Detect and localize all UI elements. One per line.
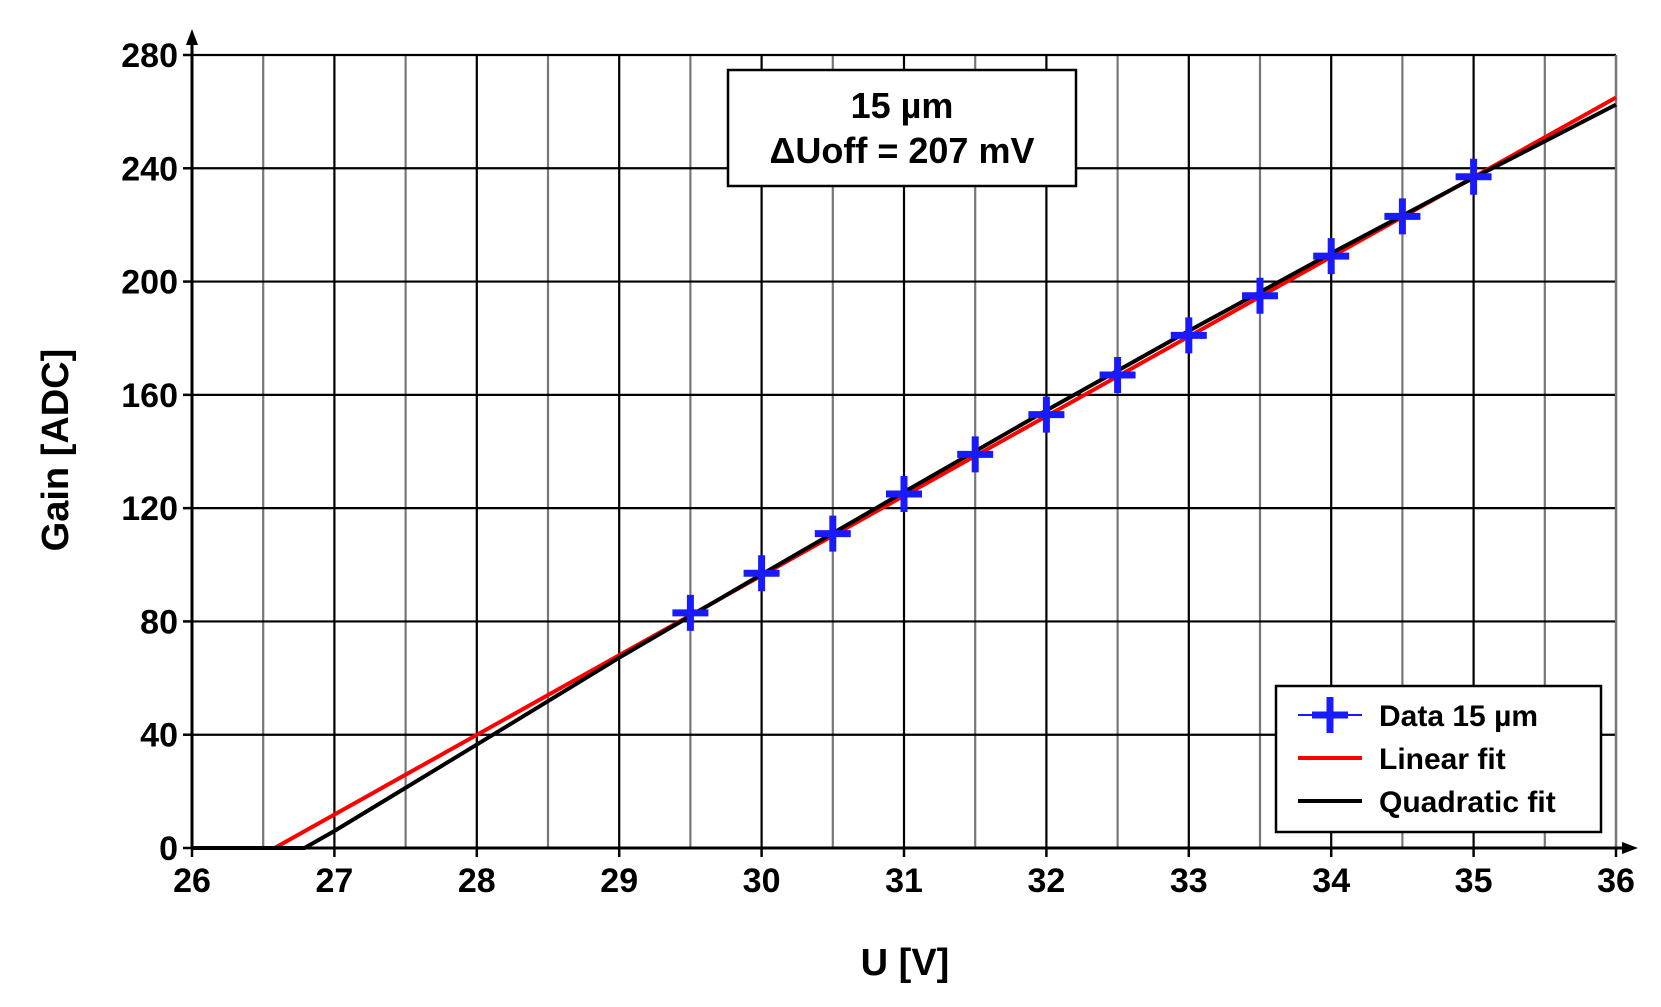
data-point	[1455, 158, 1492, 195]
y-tick-label: 40	[140, 717, 178, 755]
data-point	[1099, 357, 1136, 394]
y-tick-label: 200	[121, 264, 178, 302]
axes	[183, 29, 1638, 857]
data-point	[672, 594, 709, 631]
x-tick-label: 30	[743, 862, 781, 900]
series-layer	[192, 95, 1617, 850]
annotation-line-2: ΔUoff = 207 mV	[770, 130, 1035, 171]
x-tick-label: 27	[315, 862, 353, 900]
data-point	[1242, 277, 1278, 314]
y-tick-label: 120	[121, 490, 178, 528]
annotation-line-1: 15 µm	[851, 85, 954, 126]
annotation-box: 15 µm ΔUoff = 207 mV	[726, 68, 1078, 188]
legend-label-data: Data 15 µm	[1379, 700, 1538, 733]
legend-item-quadratic: Quadratic fit	[1298, 786, 1556, 819]
x-tick-label: 35	[1455, 862, 1493, 900]
legend: Data 15 µm Linear fit Quadratic fit	[1274, 684, 1603, 834]
data-point	[1170, 317, 1207, 354]
legend-item-linear: Linear fit	[1298, 743, 1506, 776]
x-tick-label: 26	[173, 862, 211, 900]
data-point	[1384, 198, 1421, 235]
data-point	[1028, 396, 1065, 433]
y-tick-label: 80	[140, 603, 178, 641]
x-tick-label: 32	[1027, 862, 1065, 900]
x-tick-label: 36	[1597, 862, 1635, 900]
x-tick-label: 29	[600, 862, 638, 900]
x-tick-label: 31	[885, 862, 923, 900]
data-point	[957, 436, 994, 473]
legend-item-data: Data 15 µm	[1298, 697, 1538, 733]
x-tick-label: 34	[1312, 862, 1350, 900]
y-tick-label: 280	[121, 37, 178, 75]
y-axis-title: Gain [ADC]	[35, 349, 77, 552]
x-axis-title: U [V]	[861, 942, 950, 984]
y-tick-label: 0	[159, 830, 178, 868]
legend-label-linear: Linear fit	[1379, 743, 1506, 776]
x-tick-label: 28	[458, 862, 496, 900]
y-tick-label: 240	[121, 150, 178, 188]
legend-label-quadratic: Quadratic fit	[1379, 786, 1556, 819]
data-point	[886, 475, 922, 512]
tick-labels: 26 27 28 29 30 31 32 33 34 35 36 0 40 80 120 160 200 240 2…	[121, 37, 1635, 900]
y-axis-arrow	[186, 29, 198, 45]
x-tick-label: 33	[1170, 862, 1208, 900]
x-axis-arrow	[1622, 842, 1638, 854]
data-point	[814, 515, 851, 552]
y-tick-label: 160	[121, 377, 178, 415]
data-point	[743, 555, 780, 592]
data-point	[1313, 238, 1350, 275]
